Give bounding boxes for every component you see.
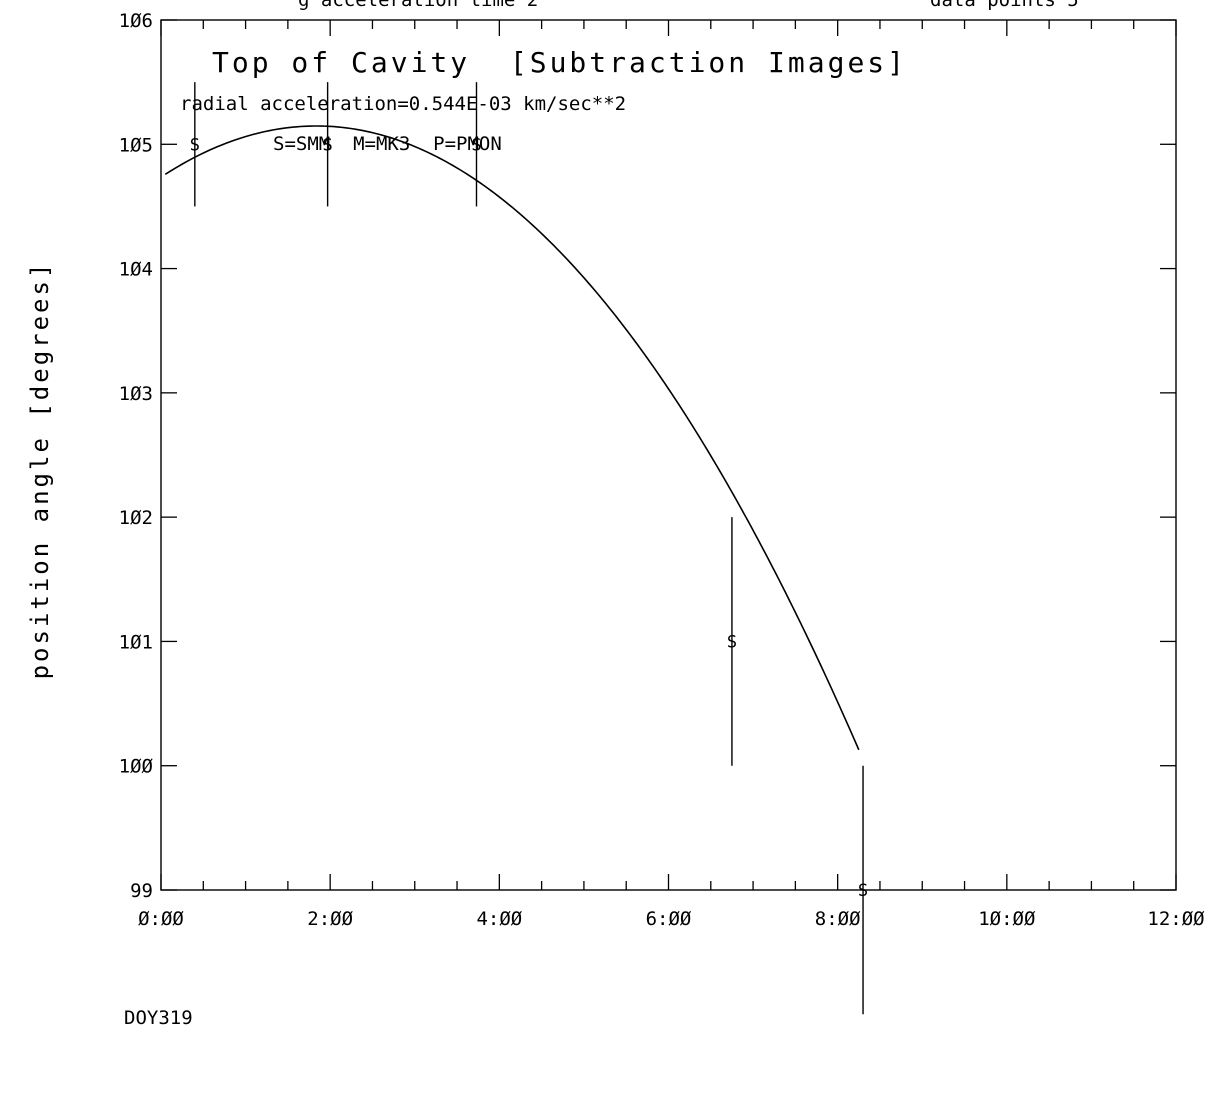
data-point-marker: S: [190, 135, 200, 155]
header-fragment-right: data points 5: [930, 0, 1079, 11]
x-tick-label: 4:ØØ: [476, 908, 522, 930]
y-tick-label: 1ØØ: [119, 756, 154, 778]
y-tick-label: 1Ø6: [119, 10, 153, 32]
y-tick-label: 99: [130, 880, 153, 902]
axis-ticks: [160, 19, 1177, 891]
x-tick-label: Ø:ØØ: [138, 908, 184, 930]
x-tick-label: 12:ØØ: [1147, 908, 1205, 930]
fit-curve: [164, 125, 860, 751]
data-points: S S S S S: [190, 82, 868, 1015]
data-point-marker: S: [858, 881, 868, 901]
y-tick-label: 1Ø2: [119, 507, 153, 529]
y-tick-label: 1Ø3: [119, 383, 153, 405]
x-tick-label: 1Ø:ØØ: [978, 908, 1036, 930]
x-tick-label: 8:ØØ: [815, 908, 861, 930]
y-tick-label: 1Ø5: [119, 134, 153, 156]
chart-title: Top of Cavity [Subtraction Images]: [212, 46, 907, 79]
axis-tick-labels: Ø:ØØ 2:ØØ 4:ØØ 6:ØØ 8:ØØ 1Ø:ØØ 12:ØØ 99 1ØØ 1Ø1 1Ø…: [119, 10, 1205, 930]
radial-acceleration-annotation: radial acceleration=0.544E-03 km/sec**2: [180, 93, 626, 115]
y-axis-label: position angle [degrees]: [26, 261, 54, 680]
data-point-marker: S: [323, 135, 333, 155]
data-point-marker: S: [471, 135, 481, 155]
x-tick-label: 6:ØØ: [646, 908, 692, 930]
header-fragment-left: g acceleration time 2: [298, 0, 538, 11]
y-tick-label: 1Ø1: [119, 631, 153, 653]
x-tick-label: 2:ØØ: [307, 908, 353, 930]
instrument-legend: S=SMM M=MK3 P=PMON: [273, 133, 502, 155]
data-point-marker: S: [727, 632, 737, 652]
y-tick-label: 1Ø4: [119, 259, 153, 281]
x-axis-date-label: DOY319: [124, 1007, 193, 1029]
